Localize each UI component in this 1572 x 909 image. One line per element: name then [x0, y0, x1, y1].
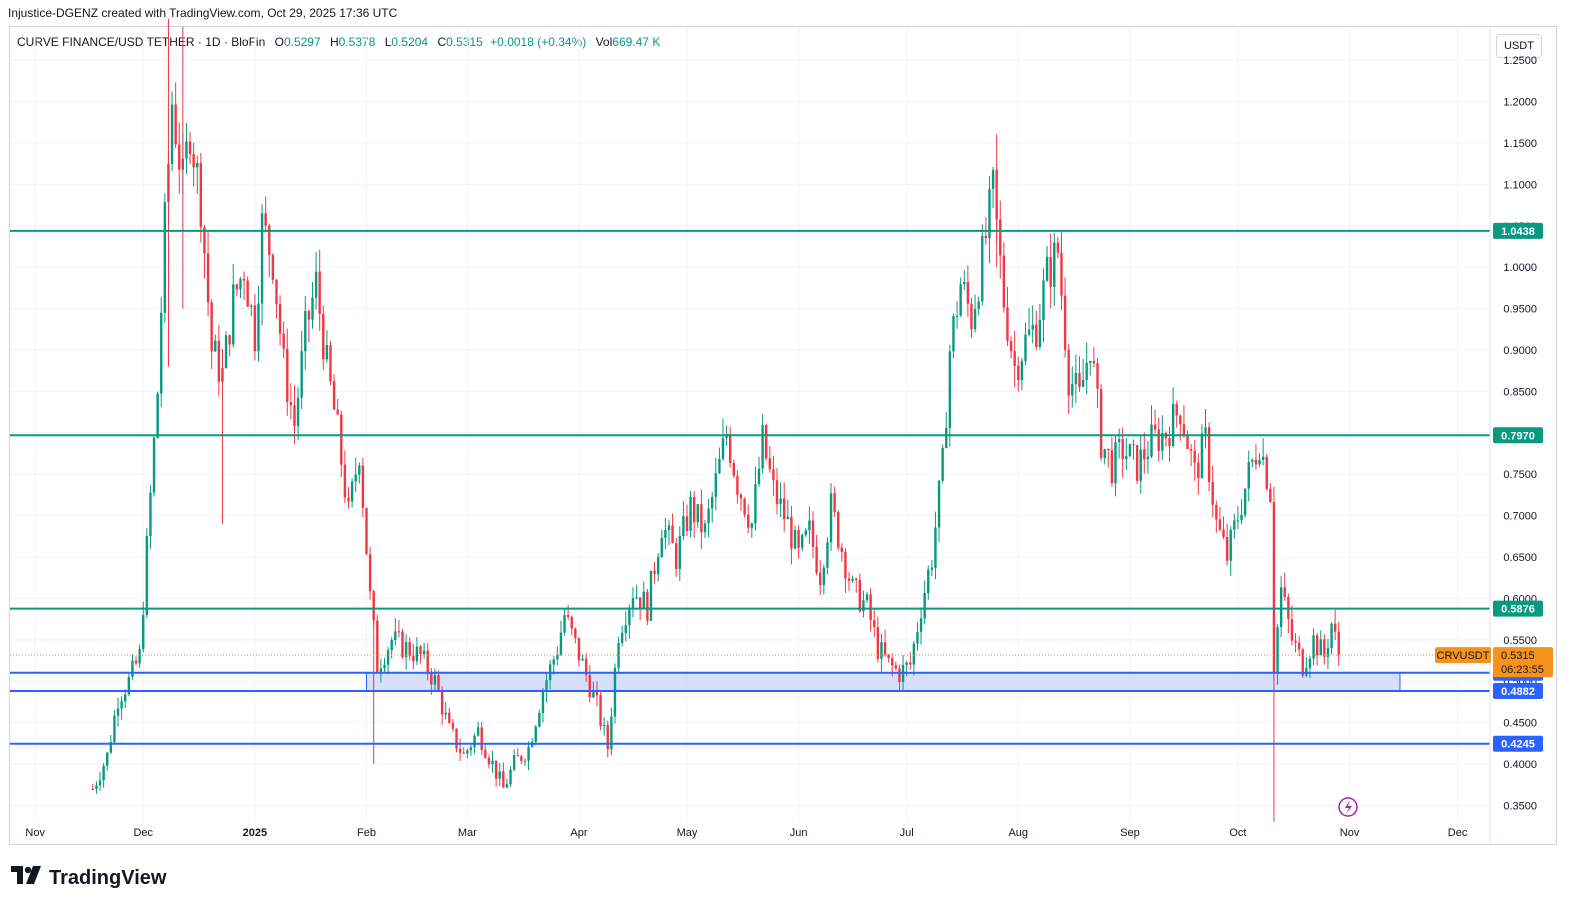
tradingview-logo-icon [11, 866, 43, 890]
chart-attribution: Injustice-DGENZ created with TradingView… [8, 6, 398, 20]
tradingview-logo[interactable]: TradingView [11, 866, 166, 890]
tradingview-wordmark: TradingView [49, 866, 167, 889]
high-label: H [330, 35, 339, 49]
symbol-legend: CURVE FINANCE/USD TETHER · 1D · BloFin O… [17, 35, 660, 49]
volume-value: 669.47 K [612, 35, 661, 49]
close-value: 0.5315 [446, 35, 483, 49]
low-value: 0.5204 [391, 35, 429, 49]
open-value: 0.5297 [283, 35, 321, 49]
symbol-name[interactable]: CURVE FINANCE/USD TETHER · 1D · BloFin [17, 35, 266, 49]
chart-frame [9, 26, 1557, 845]
high-value: 0.5378 [338, 35, 376, 49]
low-label: L [384, 35, 392, 49]
close-label: C [437, 35, 447, 49]
currency-button[interactable]: USDT [1496, 34, 1542, 58]
open-label: O [274, 35, 284, 49]
change-value: +0.0018 (+0.34%) [490, 35, 587, 49]
volume-label: Vol [595, 35, 613, 49]
